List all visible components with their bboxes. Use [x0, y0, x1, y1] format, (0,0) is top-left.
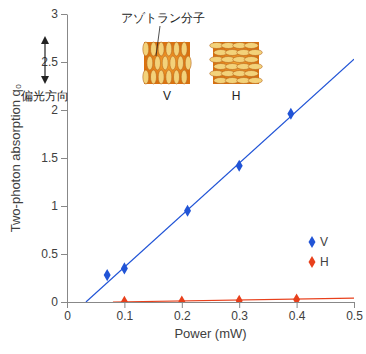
molecule [174, 70, 180, 84]
y-tick: 1.5 [41, 151, 67, 165]
x-axis-line [68, 302, 355, 303]
polarization-arrow [44, 42, 45, 78]
y-axis: 0 0.5 1 1.5 2 2.5 3 [41, 7, 67, 309]
legend-item: H [309, 255, 329, 269]
molecule [166, 42, 172, 56]
y-tick: 2 [51, 103, 67, 117]
x-tick-mark [239, 302, 240, 308]
data-point [184, 205, 191, 217]
fit-line [113, 298, 354, 302]
y-tick-mark [61, 254, 67, 255]
x-tick: 0.3 [231, 302, 248, 323]
molecule [151, 42, 157, 56]
x-tick-label: 0.2 [174, 309, 191, 323]
x-tick: 0.2 [174, 302, 191, 323]
molecule-panel [143, 42, 191, 84]
data-point [121, 296, 128, 302]
x-tick-label: 0.1 [117, 309, 134, 323]
legend-label: V [320, 235, 328, 249]
x-tick: 0 [64, 302, 71, 323]
x-tick-mark [124, 302, 125, 308]
molecule [174, 42, 180, 56]
y-tick: 1 [51, 199, 67, 213]
molecule [178, 56, 184, 70]
x-tick-label: 0.3 [231, 309, 248, 323]
data-point [293, 294, 300, 302]
x-tick-mark [297, 302, 298, 308]
annotation: 偏光方向 [21, 89, 69, 103]
molecule [248, 64, 262, 70]
x-tick-label: 0 [64, 309, 71, 323]
y-tick: 0 [51, 295, 67, 309]
annotation: アゾトラン分子 [121, 11, 205, 25]
molecule [244, 71, 258, 77]
x-axis: 0 0.1 0.2 0.3 0.4 0.5 [64, 302, 363, 323]
y-tick-mark [61, 158, 67, 159]
molecule [244, 57, 258, 63]
y-tick-mark [61, 62, 67, 63]
y-tick-label: 0 [51, 295, 58, 309]
molecule [147, 56, 153, 70]
fit-line [86, 59, 354, 302]
molecule [181, 42, 187, 56]
inset: アゾトラン分子偏光方向 V H [21, 11, 262, 103]
molecule [162, 56, 168, 70]
y-tick-mark [61, 206, 67, 207]
molecule [143, 70, 149, 84]
legend: VH [309, 235, 329, 269]
molecule [248, 78, 262, 84]
data-point [104, 269, 111, 281]
y-tick-label: 1 [51, 199, 58, 213]
molecule [166, 70, 172, 84]
arrow-head [41, 76, 49, 84]
y-tick: 3 [51, 7, 67, 21]
y-tick-mark [61, 110, 67, 111]
y-axis-line [67, 15, 68, 303]
panel-bg [144, 42, 190, 84]
legend-label: H [320, 255, 329, 269]
data-point [236, 295, 243, 302]
molecule [158, 70, 164, 84]
molecule [143, 42, 149, 56]
y-tick-mark [61, 302, 67, 303]
molecule [248, 50, 262, 56]
x-tick-label: 0.4 [289, 309, 306, 323]
chart: 0 0.1 0.2 0.3 0.4 0.5 0 0.5 1 1.5 2 2.5 3 Power (mW) T… [0, 0, 366, 354]
molecule-panel [210, 42, 263, 84]
molecule [158, 42, 164, 56]
x-tick: 0.1 [117, 302, 134, 323]
molecule [181, 70, 187, 84]
x-tick-mark [182, 302, 183, 308]
annotation-pointer [156, 26, 160, 56]
molecule [185, 56, 191, 70]
y-tick-label: 2 [51, 103, 58, 117]
annotation: H [232, 89, 241, 103]
annotation: V [163, 89, 171, 103]
y-tick-label: 2.5 [41, 55, 58, 69]
y-tick-label: 1.5 [41, 151, 58, 165]
molecule [170, 56, 176, 70]
legend-marker [309, 256, 316, 268]
y-tick: 0.5 [41, 247, 67, 261]
y-tick-label: 0.5 [41, 247, 58, 261]
y-axis-title: Two-photon absorption q₀ [8, 84, 23, 233]
arrow-head [41, 36, 49, 44]
x-axis-title: Power (mW) [174, 326, 246, 341]
plot-marks [86, 59, 354, 302]
molecule [151, 70, 157, 84]
molecule [244, 43, 258, 49]
y-tick-label: 3 [51, 7, 58, 21]
x-tick: 0.5 [346, 302, 363, 323]
x-tick-mark [67, 302, 68, 308]
legend-marker [309, 236, 316, 248]
x-tick-label: 0.5 [346, 309, 363, 323]
x-tick: 0.4 [289, 302, 306, 323]
x-tick-mark [354, 302, 355, 308]
y-tick-mark [61, 14, 67, 15]
legend-item: V [309, 235, 328, 249]
molecule [155, 56, 161, 70]
